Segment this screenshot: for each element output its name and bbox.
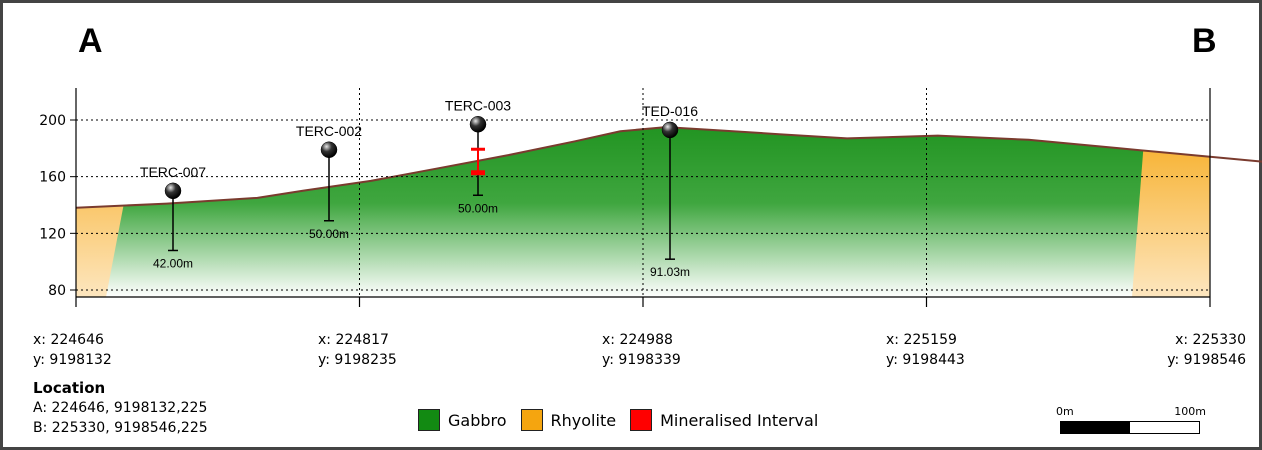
drillhole-terc-003: TERC-003 50.00m bbox=[445, 97, 511, 215]
coord-y-0: y: 9198132 bbox=[33, 352, 112, 368]
drillhole-ted-016: TED-016 91.03m bbox=[642, 103, 698, 279]
drillhole-depth-label: 42.00m bbox=[153, 256, 193, 270]
rhyolite-swatch bbox=[520, 409, 543, 431]
scale-bar-black bbox=[1061, 422, 1130, 433]
mineralised-interval-bottom bbox=[471, 170, 485, 176]
drillhole-collar bbox=[320, 141, 338, 158]
scale-end-label: 100m bbox=[1174, 405, 1206, 418]
coord-y-2: y: 9198339 bbox=[602, 352, 681, 368]
scale-start-label: 0m bbox=[1056, 405, 1074, 418]
drillhole-terc-007: TERC-007 42.00m bbox=[140, 164, 206, 271]
location-block: Location A: 224646, 9198132,225 B: 22533… bbox=[33, 378, 208, 438]
mineralised-swatch bbox=[630, 409, 653, 431]
drillhole-name: TERC-003 bbox=[445, 97, 511, 113]
section-end-label: B bbox=[1192, 22, 1217, 60]
coord-x-0: x: 224646 bbox=[33, 332, 104, 348]
coord-label-4: x: 225330 y: 9198546 bbox=[1150, 330, 1246, 370]
legend-label-mineralised: Mineralised Interval bbox=[660, 410, 819, 430]
gabbro-swatch bbox=[418, 409, 440, 431]
scale-bar-white bbox=[1130, 422, 1199, 433]
y-tick-label: 160 bbox=[39, 170, 66, 186]
y-tick-label: 80 bbox=[48, 283, 66, 299]
drillhole-name: TED-016 bbox=[642, 103, 698, 119]
coord-x-2: x: 224988 bbox=[602, 332, 673, 348]
scale-bar-graphic bbox=[1060, 421, 1200, 434]
drillhole-collar bbox=[164, 182, 182, 200]
legend-item-gabbro: Gabbro bbox=[418, 409, 507, 431]
legend-label-rhyolite: Rhyolite bbox=[550, 410, 617, 430]
coord-y-3: y: 9198443 bbox=[886, 352, 965, 368]
drillhole-name: TERC-002 bbox=[296, 123, 362, 139]
location-b: B: 225330, 9198546,225 bbox=[33, 420, 208, 436]
rhyolite-body-east bbox=[1132, 127, 1210, 297]
coord-label-2: x: 224988 y: 9198339 bbox=[602, 330, 681, 370]
legend-item-mineralised: Mineralised Interval bbox=[630, 409, 818, 431]
coord-label-1: x: 224817 y: 9198235 bbox=[318, 330, 397, 370]
y-tick-label: 120 bbox=[39, 226, 66, 242]
legend-item-rhyolite: Rhyolite bbox=[520, 409, 617, 431]
section-start-label: A bbox=[78, 22, 103, 60]
scale-bar: 0m 100m bbox=[1056, 405, 1206, 434]
legend-label-gabbro: Gabbro bbox=[448, 410, 507, 430]
coord-y-4: y: 9198546 bbox=[1167, 352, 1246, 368]
mineralised-interval-top bbox=[471, 147, 485, 151]
location-a: A: 224646, 9198132,225 bbox=[33, 400, 208, 416]
drillhole-depth-label: 50.00m bbox=[458, 201, 498, 215]
legend: Gabbro Rhyolite Mineralised Interval bbox=[418, 409, 832, 431]
drillhole-collar bbox=[469, 116, 487, 133]
coord-y-1: y: 9198235 bbox=[318, 352, 397, 368]
y-tick-label: 200 bbox=[39, 113, 66, 129]
drillhole-terc-002: TERC-002 50.00m bbox=[296, 123, 362, 241]
coord-x-4: x: 225330 bbox=[1175, 332, 1246, 348]
drillhole-name: TERC-007 bbox=[140, 164, 206, 180]
coord-label-0: x: 224646 y: 9198132 bbox=[33, 330, 112, 370]
coord-label-3: x: 225159 y: 9198443 bbox=[886, 330, 965, 370]
coord-x-3: x: 225159 bbox=[886, 332, 957, 348]
drillhole-depth-label: 91.03m bbox=[650, 265, 690, 279]
drillhole-collar bbox=[661, 121, 679, 139]
coord-x-1: x: 224817 bbox=[318, 332, 389, 348]
location-title: Location bbox=[33, 379, 106, 397]
drillhole-depth-label: 50.00m bbox=[309, 227, 349, 241]
terrain-surface-line bbox=[75, 126, 1262, 209]
